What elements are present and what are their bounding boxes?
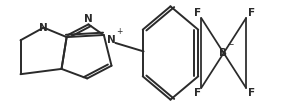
Text: B: B xyxy=(219,48,227,58)
Text: N: N xyxy=(39,23,48,33)
Text: N: N xyxy=(84,14,93,24)
Text: F: F xyxy=(194,88,201,98)
Text: F: F xyxy=(248,88,255,98)
Text: −: − xyxy=(226,40,233,48)
Text: +: + xyxy=(116,27,122,36)
Text: F: F xyxy=(194,8,201,18)
Text: N: N xyxy=(107,35,116,45)
Text: F: F xyxy=(248,8,255,18)
